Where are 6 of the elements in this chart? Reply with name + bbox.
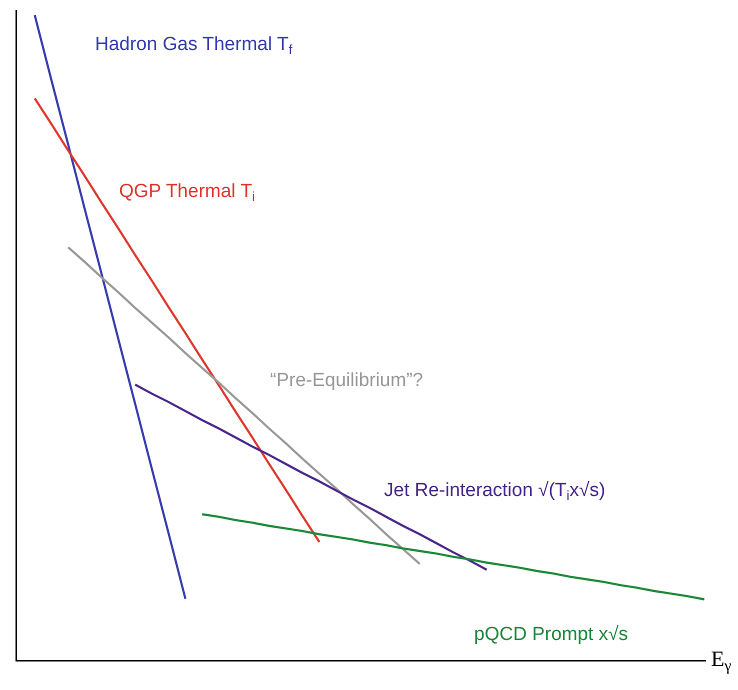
series-label: QGP Thermal T$_{i}$ [119, 181, 256, 204]
series-label: pQCD Prompt x√s [474, 624, 628, 645]
series-label: “Pre-Equilibrium”? [270, 370, 424, 391]
x-axis-title: E$_{γ}$ [711, 646, 732, 675]
text: Hadron Gas Thermal T$_{f}$ [95, 34, 293, 57]
series-label: Jet Re-interaction √(T$_{i}$x√s) [384, 480, 606, 503]
